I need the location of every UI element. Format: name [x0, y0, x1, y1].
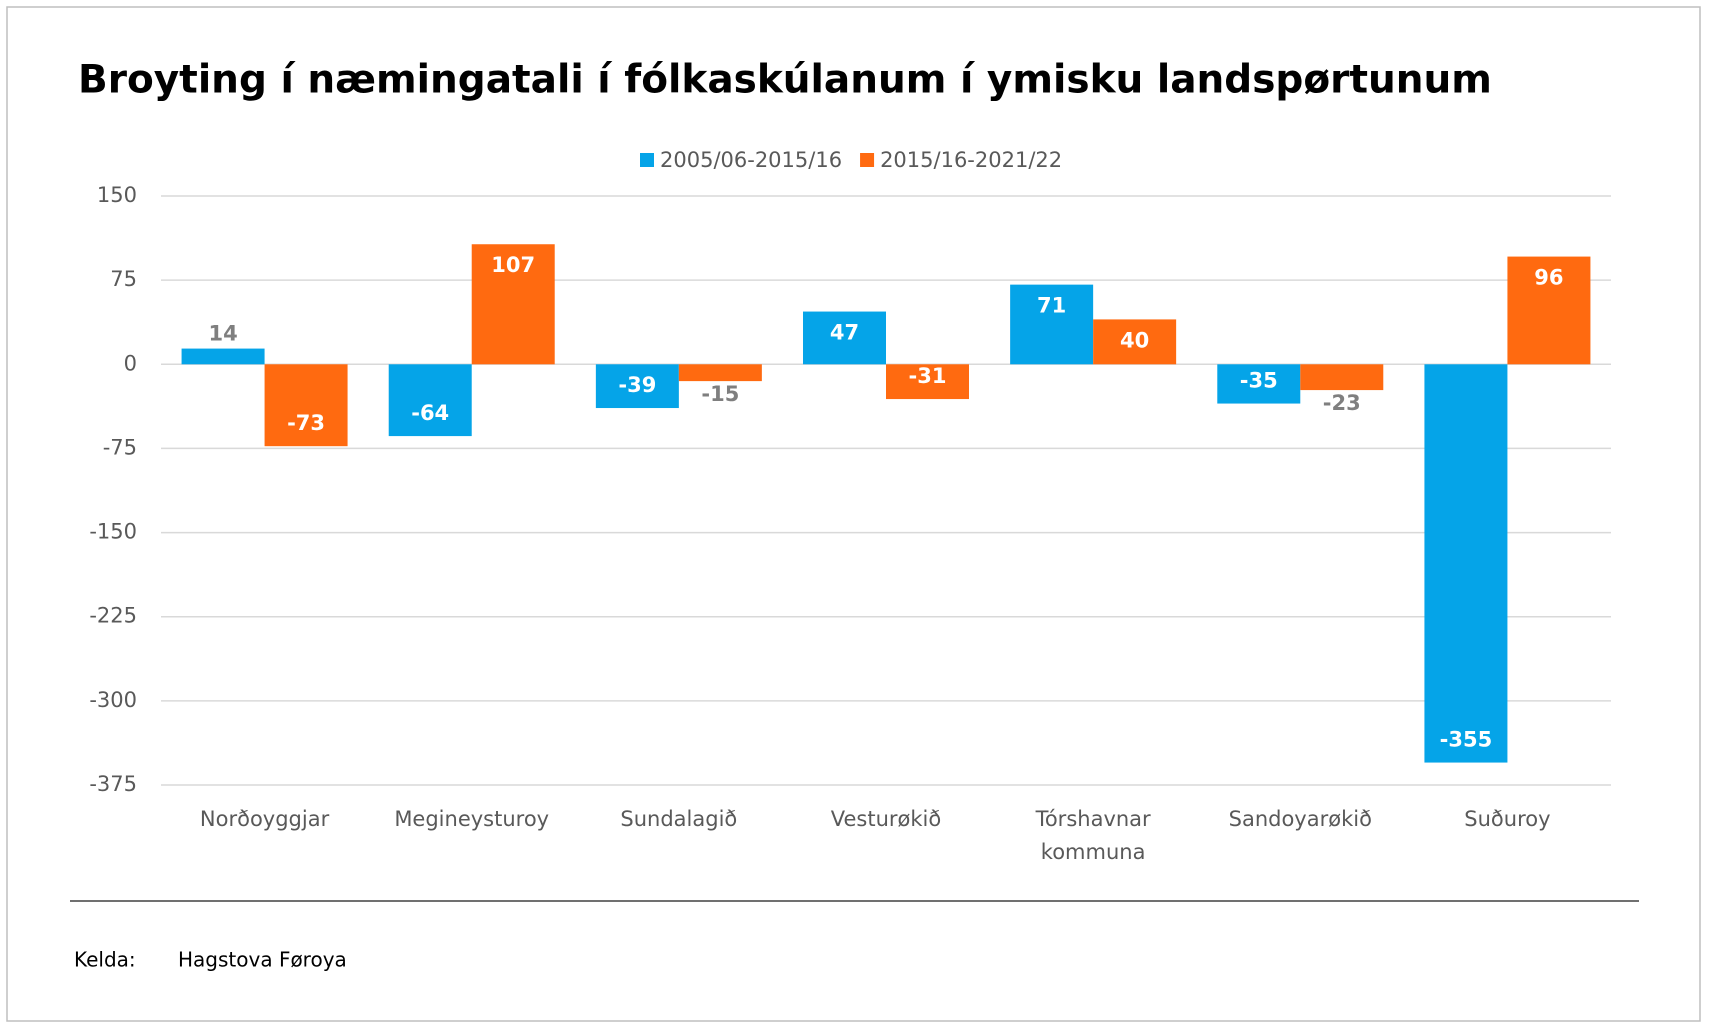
x-tick-label: Suðuroy	[1464, 807, 1550, 831]
bar	[181, 348, 265, 365]
bar	[678, 364, 762, 382]
x-tick-label: Vesturøkið	[831, 807, 941, 831]
value-label: -355	[1440, 728, 1493, 752]
value-label: 47	[830, 321, 859, 345]
value-label: -23	[1323, 391, 1361, 415]
y-tick-label: -225	[89, 604, 137, 628]
bar	[803, 311, 886, 365]
value-label: -35	[1240, 369, 1278, 393]
x-tick-label: Norðoyggjar	[200, 807, 330, 831]
value-label: -39	[618, 373, 656, 397]
frame	[6, 6, 1701, 1022]
bar	[264, 364, 348, 447]
bar	[1217, 364, 1301, 404]
legend-label: 2005/06-2015/16	[660, 148, 842, 172]
bar	[1010, 284, 1094, 365]
value-label: 71	[1037, 294, 1066, 318]
value-label: 96	[1534, 266, 1563, 290]
y-tick-label: -75	[103, 435, 137, 459]
x-tick-label: Megineysturoy	[394, 807, 549, 831]
value-label: -15	[701, 382, 739, 406]
value-label: -73	[287, 411, 325, 435]
bar	[886, 364, 969, 400]
value-label: 107	[491, 253, 535, 277]
bar	[595, 364, 679, 409]
legend-swatch	[860, 153, 875, 167]
source-label: Kelda:	[74, 948, 136, 972]
y-tick-label: -375	[89, 772, 137, 796]
x-tick-label: Sundalagið	[620, 807, 737, 831]
chart-title: Broyting í næmingatali í fólkaskúlanum í…	[78, 58, 1492, 103]
y-tick-label: 75	[110, 267, 137, 291]
value-label: -31	[909, 364, 947, 388]
bar	[1507, 256, 1591, 365]
legend-label: 2015/16-2021/22	[880, 148, 1062, 172]
value-label: 14	[208, 322, 237, 346]
y-tick-label: -150	[89, 520, 137, 544]
x-tick-label: Tórshavnar kommuna	[1035, 807, 1151, 864]
y-tick-label: -300	[89, 688, 137, 712]
bar	[1093, 319, 1177, 365]
legend-swatch	[640, 153, 654, 167]
bar	[1424, 364, 1508, 763]
bar	[1300, 364, 1384, 391]
y-tick-label: 150	[97, 183, 137, 207]
value-label: 40	[1120, 328, 1149, 352]
source: Hagstova Føroya	[178, 948, 347, 972]
y-tick-label: 0	[124, 351, 137, 375]
bar	[388, 364, 472, 437]
bar	[471, 244, 555, 365]
value-label: -64	[411, 401, 449, 425]
x-tick-label: Sandoyarøkið	[1229, 807, 1372, 831]
